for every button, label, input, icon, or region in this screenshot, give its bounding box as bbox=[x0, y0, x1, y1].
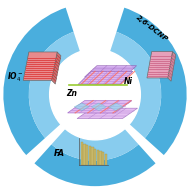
Wedge shape bbox=[51, 128, 139, 161]
Polygon shape bbox=[108, 103, 123, 111]
Circle shape bbox=[50, 49, 140, 140]
Wedge shape bbox=[109, 32, 161, 139]
Polygon shape bbox=[23, 52, 57, 80]
Text: 2,6-DCNP: 2,6-DCNP bbox=[135, 14, 169, 43]
Bar bbox=[102, 152, 104, 165]
Polygon shape bbox=[78, 71, 133, 85]
Text: FA: FA bbox=[54, 149, 65, 158]
Polygon shape bbox=[77, 108, 138, 119]
Wedge shape bbox=[34, 144, 156, 186]
Polygon shape bbox=[74, 103, 89, 111]
Wedge shape bbox=[3, 7, 74, 156]
Bar bbox=[91, 147, 94, 165]
Text: Zn: Zn bbox=[66, 89, 77, 98]
Bar bbox=[89, 146, 91, 165]
Bar bbox=[94, 149, 96, 165]
Bar bbox=[86, 145, 88, 165]
Bar bbox=[83, 144, 86, 165]
Wedge shape bbox=[116, 7, 187, 156]
Polygon shape bbox=[168, 52, 176, 81]
Wedge shape bbox=[29, 32, 81, 139]
Polygon shape bbox=[85, 66, 137, 77]
Text: IO$_4^-$: IO$_4^-$ bbox=[7, 71, 24, 84]
Polygon shape bbox=[147, 52, 173, 78]
Text: Ni: Ni bbox=[123, 77, 132, 86]
Bar bbox=[81, 142, 83, 165]
Bar bbox=[97, 150, 99, 165]
Polygon shape bbox=[68, 101, 132, 113]
Bar bbox=[105, 154, 107, 165]
Polygon shape bbox=[91, 103, 106, 111]
Polygon shape bbox=[51, 52, 61, 84]
Bar bbox=[99, 151, 102, 165]
